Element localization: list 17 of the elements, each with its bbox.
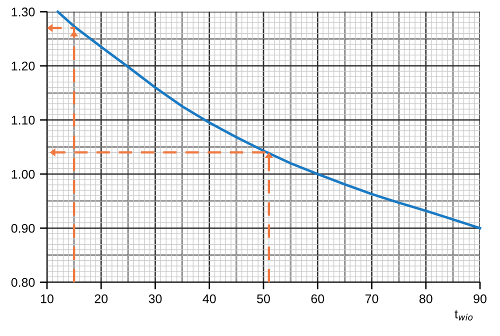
y-tick-label: 1.00 <box>12 170 35 179</box>
y-tick-label: 0.80 <box>11 278 35 287</box>
x-tick-label: 20 <box>94 294 108 304</box>
x-tick-label: 40 <box>202 294 216 304</box>
x-tick-label: 80 <box>419 294 432 304</box>
x-axis-title: t$_{wio}$ <box>454 310 473 320</box>
y-tick-label: 0.90 <box>11 224 35 233</box>
y-tick-label: 1.30 <box>12 8 35 16</box>
y-tick-label: 1.20 <box>12 62 35 71</box>
line-series <box>56 10 482 230</box>
x-tick-label: 60 <box>311 294 324 304</box>
y-tick-label: 1.10 <box>12 116 35 125</box>
x-tick-label: 10 <box>41 294 54 304</box>
x-tick-label: 30 <box>148 294 162 304</box>
x-tick-label: 50 <box>257 294 270 304</box>
x-tick-label: 90 <box>474 294 486 304</box>
x-tick-label: 70 <box>365 294 378 304</box>
